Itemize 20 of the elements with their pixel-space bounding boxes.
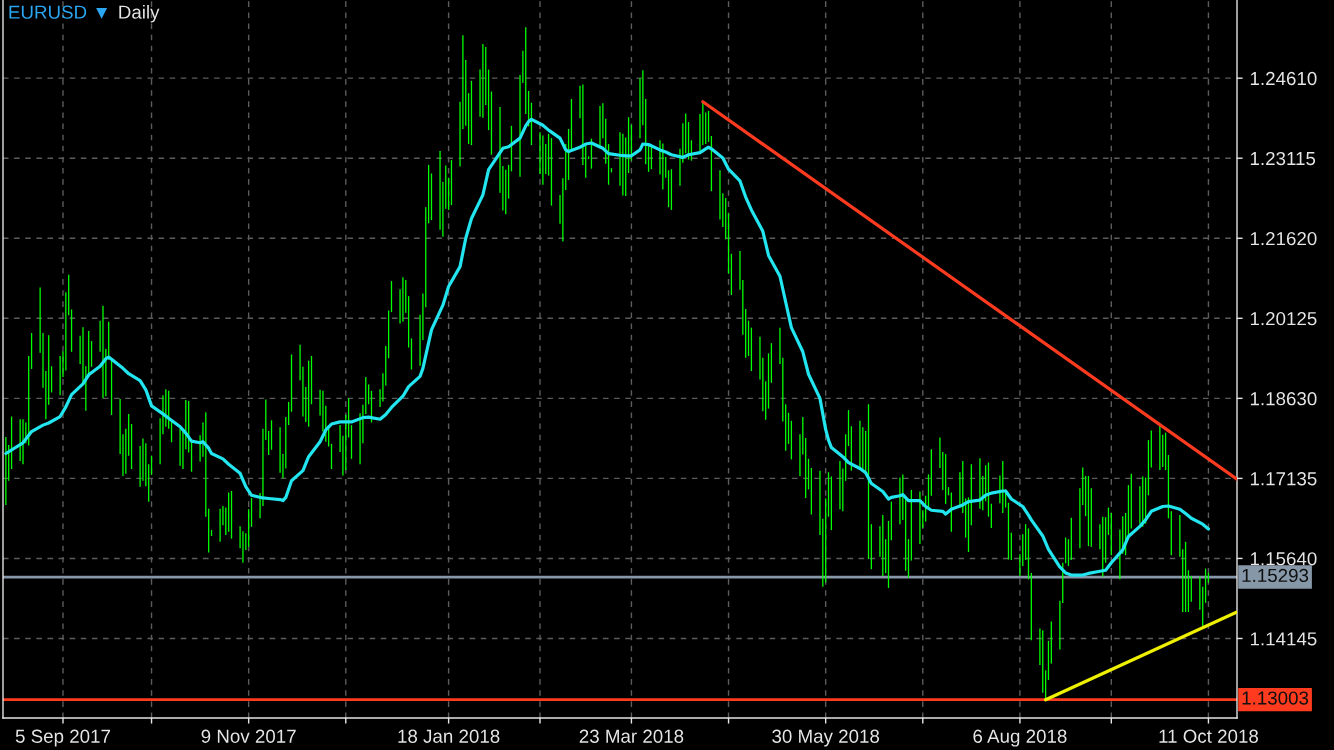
x-tick-label: 23 Mar 2018 [579, 729, 684, 743]
x-tick-label: 30 May 2018 [772, 729, 880, 747]
chart-subtitle: Daily [119, 5, 160, 23]
x-tick-label: 5 Sep 2017 [15, 729, 111, 747]
ref-line-label: 1.13003 [1242, 691, 1309, 705]
y-tick-label: 1.15640 [1250, 552, 1317, 566]
x-tick-label: 11 Oct 2018 [1159, 729, 1259, 743]
y-tick-label: 1.14145 [1250, 632, 1317, 646]
ref-line-label: 1.15293 [1242, 568, 1309, 583]
y-tick-label: 1.17135 [1250, 472, 1317, 486]
line-series [4, 117, 1211, 577]
y-tick-label: 1.23115 [1250, 151, 1316, 166]
x-tick-label: 18 Jan 2018 [398, 729, 500, 743]
x-tick-label: 9 Nov 2017 [201, 729, 296, 743]
y-tick-label: 1.20125 [1250, 312, 1317, 326]
y-tick-label: 1.21620 [1250, 231, 1317, 246]
x-tick-label: 6 Aug 2018 [973, 729, 1067, 747]
chart-title: EURUSD ▼ [9, 5, 108, 19]
y-tick-label: 1.18630 [1250, 392, 1317, 406]
y-tick-label: 1.24610 [1250, 71, 1317, 86]
